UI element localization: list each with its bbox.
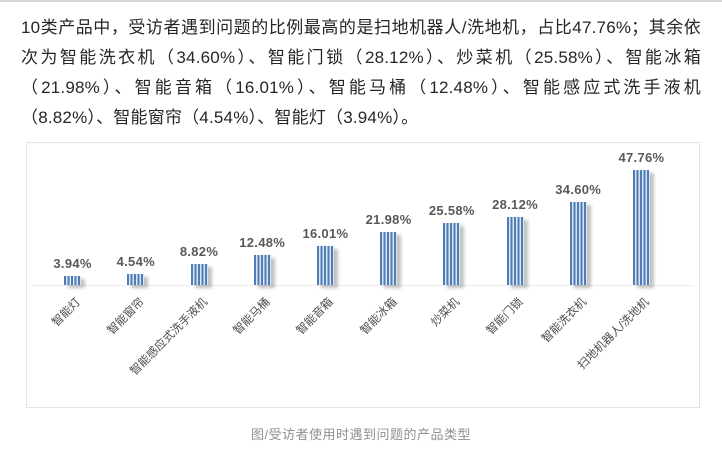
category-axis: 智能灯 智能窗帘 智能感应式洗手液机 智能马桶 智能音箱 智能冰箱 炒菜机 智能门锁 智能洗衣机… bbox=[27, 286, 699, 404]
x-axis-line bbox=[32, 285, 694, 286]
category-column: 智能灯 bbox=[41, 286, 104, 404]
bar-value-label: 25.58% bbox=[428, 203, 475, 219]
bar bbox=[127, 274, 145, 285]
article-section: 10类产品中，受访者遇到问题的比例最高的是扫地机器人/洗地机，占比47.76%；… bbox=[0, 2, 722, 133]
category-column: 智能门锁 bbox=[483, 286, 546, 404]
bar-column: 16.01% bbox=[294, 226, 357, 285]
bar bbox=[190, 263, 208, 285]
bar-value-label: 34.60% bbox=[555, 181, 602, 197]
bar bbox=[316, 246, 334, 285]
bar bbox=[443, 223, 461, 285]
bar-value-label: 8.82% bbox=[179, 243, 219, 259]
bar-value-label: 12.48% bbox=[239, 234, 286, 250]
bar bbox=[569, 201, 587, 285]
bar bbox=[632, 170, 650, 285]
category-column: 智能冰箱 bbox=[357, 286, 420, 404]
bar-value-label: 16.01% bbox=[302, 226, 349, 242]
bar-column: 25.58% bbox=[420, 203, 483, 285]
bar-column: 28.12% bbox=[483, 197, 546, 285]
bar-chart: 3.94% 4.54% 8.82% 12.48% 16.01% 21.98% 25.58% 2… bbox=[26, 142, 700, 408]
bar bbox=[64, 275, 82, 285]
bar-column: 21.98% bbox=[357, 212, 420, 285]
category-column: 智能音箱 bbox=[294, 286, 357, 404]
category-column: 智能马桶 bbox=[231, 286, 294, 404]
bars-row: 3.94% 4.54% 8.82% 12.48% 16.01% 21.98% 25.58% 2… bbox=[27, 143, 699, 285]
category-label: 智能冰箱 bbox=[358, 296, 400, 338]
bar-column: 34.60% bbox=[547, 182, 610, 285]
category-column: 炒菜机 bbox=[420, 286, 483, 404]
bar bbox=[506, 217, 524, 285]
category-label: 智能门锁 bbox=[484, 296, 526, 338]
bar bbox=[380, 232, 398, 285]
bar bbox=[253, 254, 271, 285]
bar-column: 8.82% bbox=[167, 244, 230, 285]
intro-paragraph: 10类产品中，受访者遇到问题的比例最高的是扫地机器人/洗地机，占比47.76%；… bbox=[21, 18, 701, 127]
bar-value-label: 28.12% bbox=[492, 197, 538, 213]
bar-column: 12.48% bbox=[231, 235, 294, 285]
category-label: 智能灯 bbox=[50, 296, 84, 330]
bar-value-label: 3.94% bbox=[53, 255, 92, 271]
bar-column: 3.94% bbox=[41, 255, 104, 285]
category-column: 扫地机器人/洗地机 bbox=[576, 286, 673, 404]
category-label: 炒菜机 bbox=[429, 296, 463, 330]
category-label: 智能音箱 bbox=[295, 296, 337, 338]
category-column: 智能感应式洗手液机 bbox=[128, 286, 230, 404]
category-label: 智能窗帘 bbox=[105, 296, 147, 338]
bar-value-label: 4.54% bbox=[116, 254, 155, 270]
bar-column: 47.76% bbox=[610, 150, 673, 285]
category-label: 智能马桶 bbox=[231, 296, 273, 338]
bar-value-label: 47.76% bbox=[618, 150, 665, 165]
bar-column: 4.54% bbox=[104, 254, 167, 285]
bar-value-label: 21.98% bbox=[365, 212, 412, 228]
figure-caption: 图/受访者使用时遇到问题的产品类型 bbox=[250, 427, 472, 442]
